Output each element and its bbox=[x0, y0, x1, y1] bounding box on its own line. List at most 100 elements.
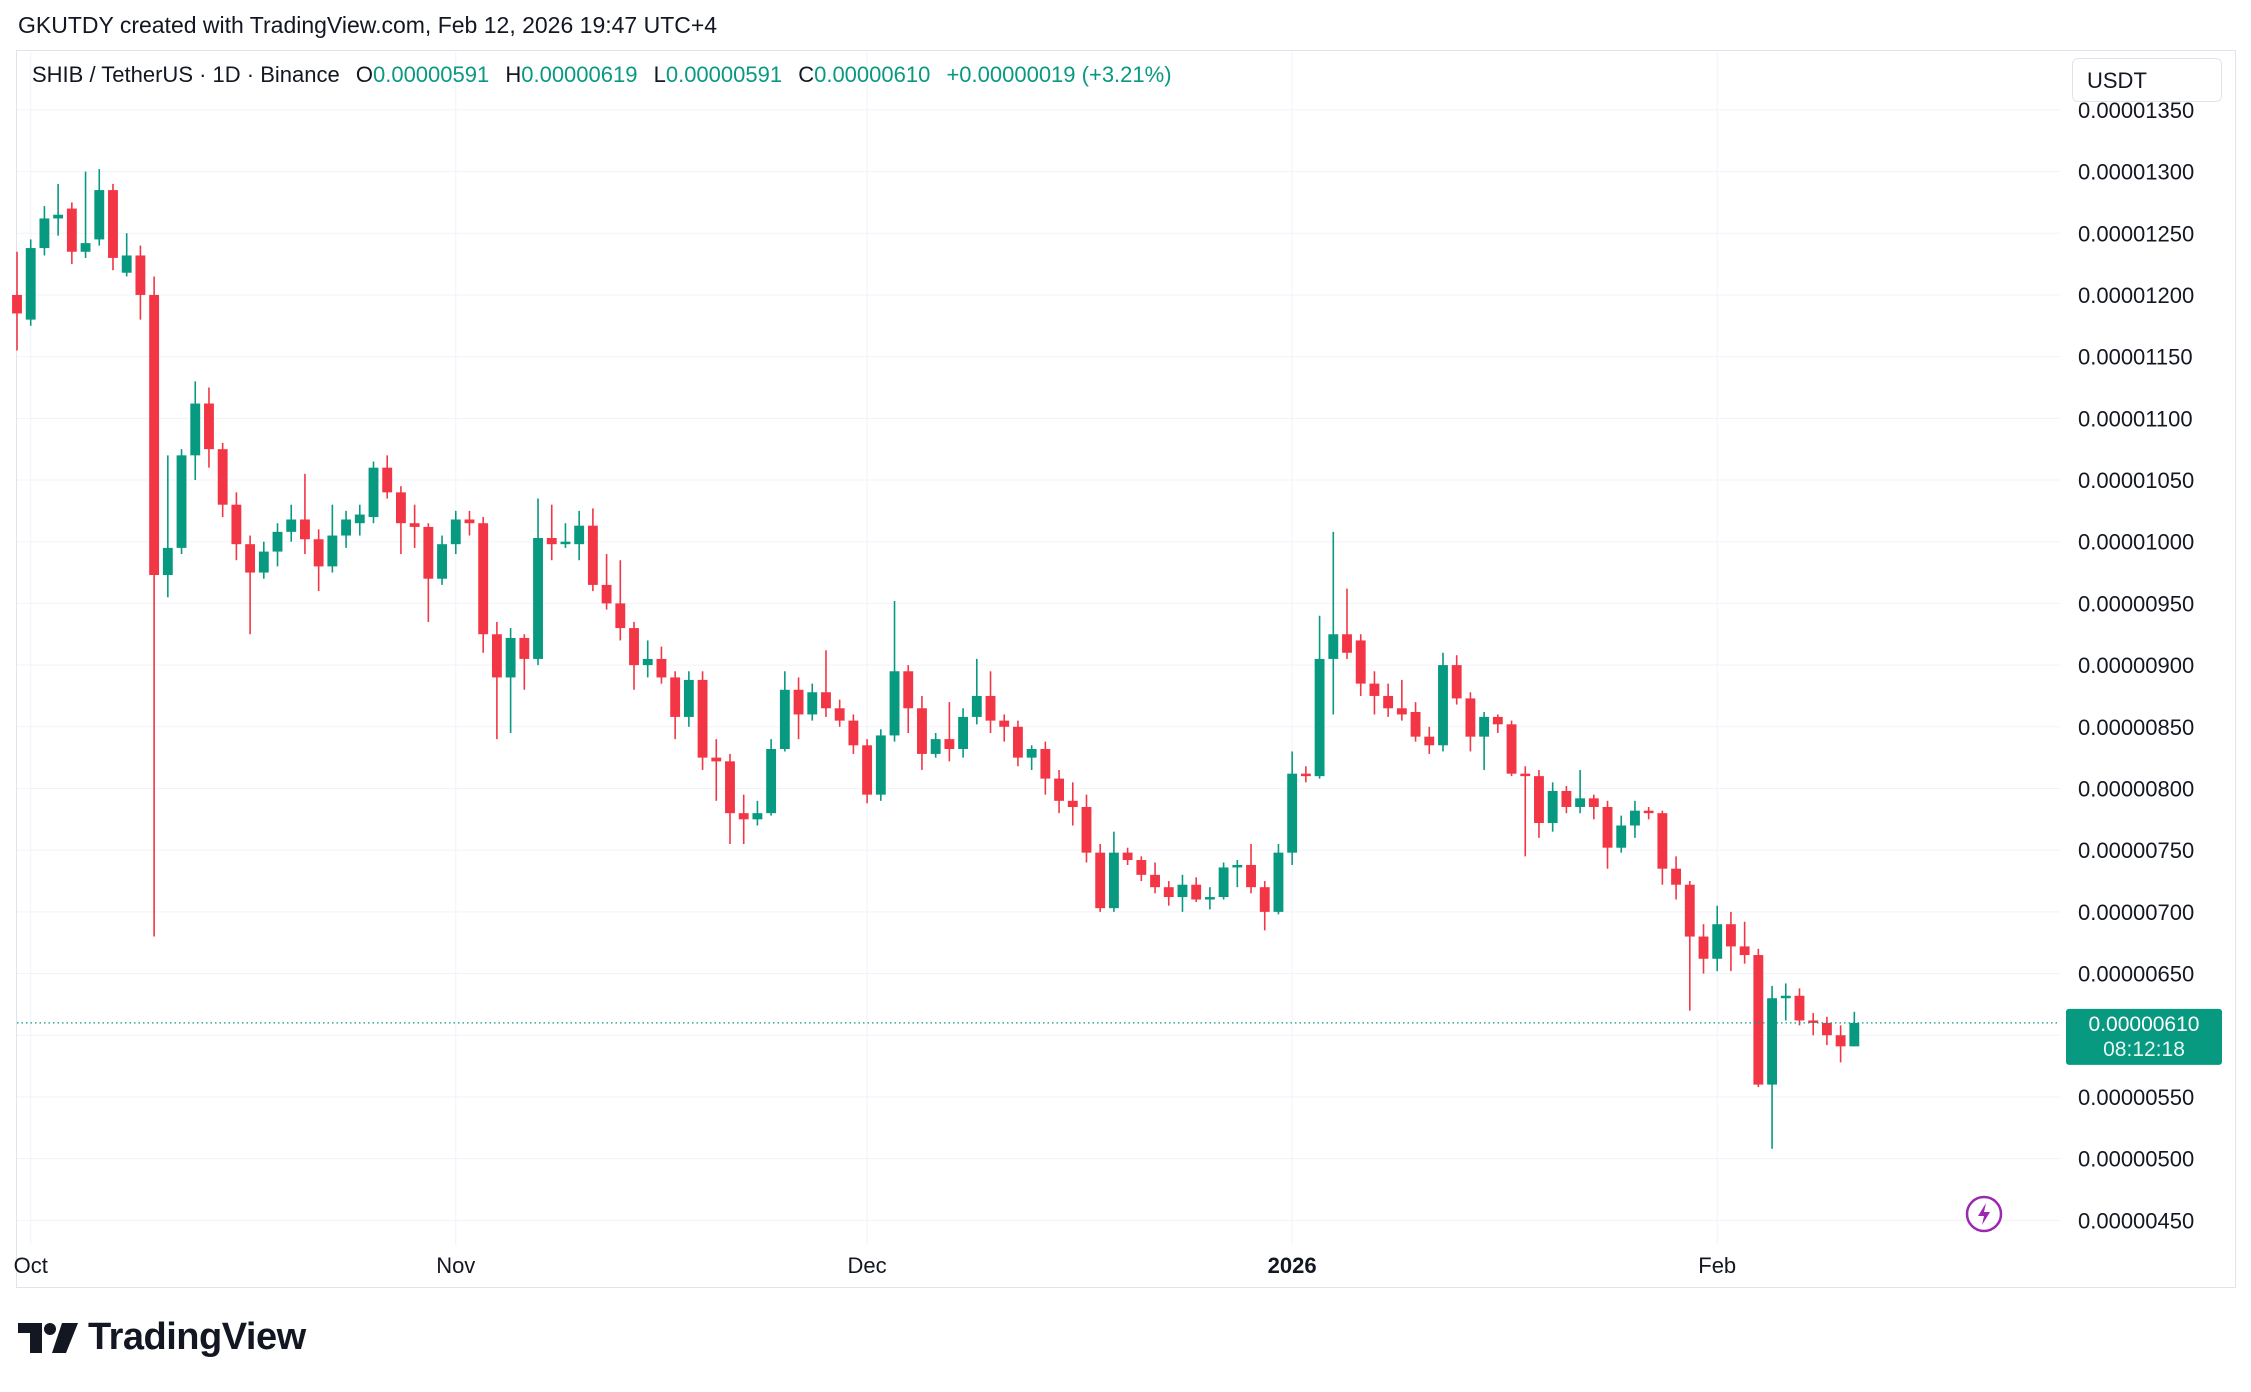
candle-body bbox=[368, 467, 379, 518]
candle-body bbox=[1300, 773, 1311, 777]
candle-body bbox=[587, 525, 598, 585]
high-label: H bbox=[505, 62, 522, 87]
candle-body bbox=[1026, 748, 1037, 758]
candle-body bbox=[190, 403, 201, 456]
candle-body bbox=[1588, 798, 1599, 807]
candle-body bbox=[1438, 665, 1448, 746]
candle-body bbox=[930, 739, 941, 754]
candle-body bbox=[437, 544, 447, 579]
currency-button[interactable]: USDT bbox=[2072, 58, 2222, 102]
candle-body bbox=[656, 658, 667, 678]
y-tick-label: 0.00000750 bbox=[2078, 838, 2194, 863]
candle-body bbox=[1506, 724, 1517, 774]
candle-body bbox=[821, 692, 831, 709]
y-tick-label: 0.00001200 bbox=[2078, 283, 2194, 308]
candle-body bbox=[1218, 867, 1229, 898]
candle-body bbox=[889, 671, 900, 736]
candle-body bbox=[1753, 955, 1764, 1085]
candle-body bbox=[135, 255, 146, 295]
tradingview-logo-icon bbox=[18, 1322, 78, 1353]
candle-body bbox=[1575, 798, 1586, 807]
candle-body bbox=[1698, 936, 1709, 959]
candle-body bbox=[944, 739, 955, 749]
candle-body bbox=[450, 519, 461, 545]
change-value: +0.00000019 (+3.21%) bbox=[946, 62, 1172, 87]
y-tick-label: 0.00001050 bbox=[2078, 468, 2194, 493]
candle-body bbox=[149, 294, 160, 576]
candle-body bbox=[1492, 716, 1503, 725]
candle-body bbox=[80, 243, 91, 252]
y-tick-label: 0.00001100 bbox=[2078, 406, 2193, 431]
candle-body bbox=[423, 526, 434, 579]
candle-body bbox=[1342, 634, 1352, 653]
candle-body bbox=[1780, 995, 1791, 999]
candle-body bbox=[94, 190, 105, 240]
lightning-glyph bbox=[1978, 1203, 1990, 1225]
candle-body bbox=[1712, 924, 1723, 959]
candle-body bbox=[231, 504, 242, 545]
last-price-value: 0.00000610 bbox=[2089, 1013, 2200, 1036]
candle-body bbox=[39, 218, 50, 249]
candle-body bbox=[1835, 1035, 1846, 1047]
x-tick-label: Feb bbox=[1698, 1253, 1736, 1278]
tradingview-logo[interactable]: TradingView bbox=[18, 1316, 306, 1359]
close-label: C bbox=[798, 62, 815, 87]
candle-body bbox=[300, 519, 310, 540]
candle-body bbox=[1067, 800, 1078, 807]
candle-body bbox=[162, 547, 173, 576]
candle-body bbox=[1136, 860, 1147, 875]
candle-body bbox=[1534, 776, 1544, 824]
candle-body bbox=[505, 637, 516, 678]
candle-body bbox=[1259, 887, 1270, 912]
candle-body bbox=[793, 689, 804, 715]
candle-body bbox=[1081, 806, 1092, 853]
candle-body bbox=[1383, 695, 1394, 709]
candle-body bbox=[958, 716, 969, 749]
symbol-label[interactable]: SHIB / TetherUS · 1D · Binance bbox=[32, 62, 340, 87]
candle-body bbox=[1630, 810, 1640, 826]
candle-body bbox=[1040, 748, 1051, 779]
y-tick-label: 0.00000500 bbox=[2078, 1147, 2194, 1172]
candle-body bbox=[1314, 658, 1325, 777]
candle-body bbox=[1616, 825, 1627, 848]
y-tick-label: 0.00001350 bbox=[2078, 98, 2194, 123]
candle-body bbox=[1232, 864, 1243, 868]
x-tick-label: Dec bbox=[848, 1253, 887, 1278]
candle-body bbox=[1122, 852, 1133, 861]
candle-body bbox=[546, 538, 557, 545]
candle-body bbox=[121, 255, 132, 273]
candle-body bbox=[341, 519, 352, 536]
y-tick-label: 0.00000950 bbox=[2078, 591, 2194, 616]
candle-body bbox=[464, 519, 475, 524]
open-value: 0.00000591 bbox=[372, 62, 490, 87]
x-tick-label: Nov bbox=[436, 1253, 475, 1278]
candle-body bbox=[1849, 1022, 1860, 1047]
candle-body bbox=[1520, 773, 1531, 777]
candle-body bbox=[533, 538, 543, 659]
candle-body bbox=[1561, 790, 1572, 807]
candle-body bbox=[382, 467, 393, 493]
y-tick-label: 0.00000900 bbox=[2078, 653, 2194, 678]
candle-body bbox=[1465, 698, 1476, 737]
candle-body bbox=[1108, 852, 1119, 909]
candle-body bbox=[1739, 946, 1750, 956]
candle-body bbox=[615, 603, 626, 629]
candle-body bbox=[862, 745, 873, 795]
chart-attribution: GKUTDY created with TradingView.com, Feb… bbox=[18, 12, 718, 38]
chart-pane[interactable] bbox=[16, 50, 2236, 1288]
low-label: L bbox=[653, 62, 666, 87]
candle-body bbox=[1177, 884, 1188, 898]
candle-body bbox=[1794, 995, 1805, 1021]
candle-body bbox=[1547, 790, 1558, 824]
candle-body bbox=[1054, 778, 1065, 801]
candle-body bbox=[478, 523, 489, 635]
candle-body bbox=[1150, 874, 1160, 888]
candle-body bbox=[1671, 868, 1682, 885]
candle-body bbox=[1602, 806, 1613, 848]
x-tick-label: Oct bbox=[14, 1253, 48, 1278]
candle-body bbox=[1657, 813, 1668, 869]
candle-body bbox=[642, 658, 653, 666]
candle-body bbox=[725, 761, 735, 814]
candle-body bbox=[25, 248, 36, 320]
